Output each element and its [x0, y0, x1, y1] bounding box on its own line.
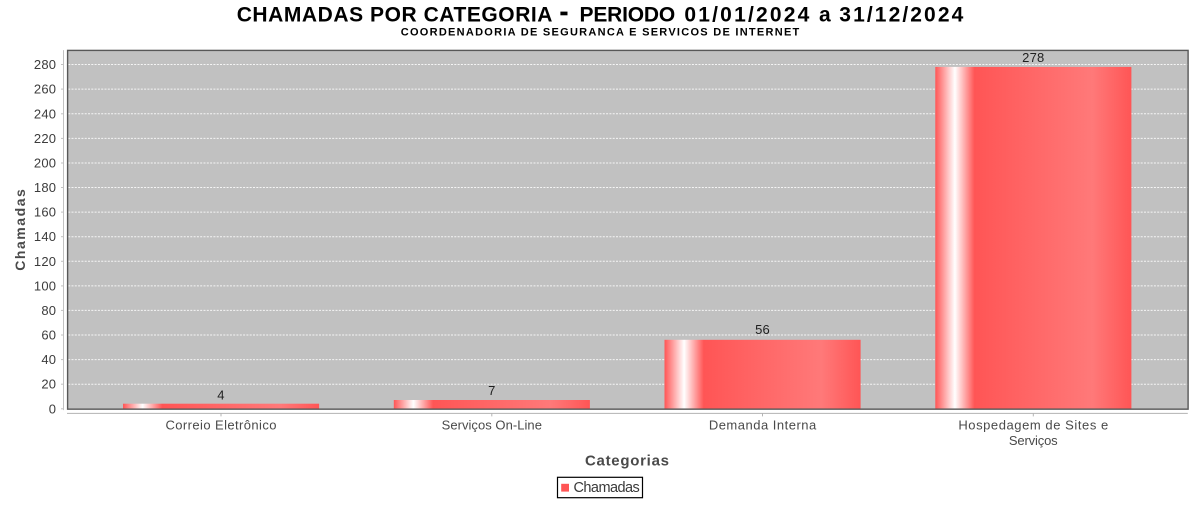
svg-text:Categorias: Categorias: [585, 453, 670, 470]
svg-text:200: 200: [34, 156, 56, 171]
svg-text:Hospedagem de Sites e: Hospedagem de Sites e: [958, 418, 1109, 433]
svg-text:CHAMADAS POR CATEGORIA: CHAMADAS POR CATEGORIA: [237, 3, 553, 26]
svg-text:60: 60: [41, 328, 56, 343]
svg-text:160: 160: [34, 205, 56, 220]
svg-text:40: 40: [41, 352, 56, 367]
svg-text:220: 220: [34, 131, 56, 146]
svg-text:7: 7: [488, 383, 495, 398]
svg-text:Serviços On-Line: Serviços On-Line: [442, 418, 542, 433]
svg-text:Correio Eletrônico: Correio Eletrônico: [165, 418, 276, 433]
svg-text:Demanda Interna: Demanda Interna: [709, 418, 817, 433]
svg-text:80: 80: [41, 303, 56, 318]
svg-text:20: 20: [41, 377, 56, 392]
svg-text:Chamadas: Chamadas: [12, 188, 28, 271]
svg-text:240: 240: [34, 106, 56, 121]
svg-text:120: 120: [34, 254, 56, 269]
svg-text:COORDENADORIA DE SEGURANCA E S: COORDENADORIA DE SEGURANCA E SERVICOS DE…: [401, 26, 801, 38]
svg-text:4: 4: [217, 387, 224, 402]
svg-text:PERIODO: PERIODO: [580, 3, 676, 26]
svg-text:Serviços: Serviços: [1009, 433, 1058, 448]
svg-text:Chamadas: Chamadas: [574, 480, 640, 496]
svg-text:a: a: [819, 3, 831, 26]
svg-text:280: 280: [34, 57, 56, 72]
svg-text:56: 56: [755, 322, 770, 337]
svg-text:140: 140: [34, 229, 56, 244]
svg-text:0: 0: [49, 401, 56, 416]
svg-text:100: 100: [34, 278, 56, 293]
svg-text:01/01/2024: 01/01/2024: [684, 3, 811, 26]
svg-text:180: 180: [34, 180, 56, 195]
svg-text:278: 278: [1022, 50, 1044, 65]
svg-text:260: 260: [34, 82, 56, 97]
svg-text:31/12/2024: 31/12/2024: [839, 3, 965, 26]
